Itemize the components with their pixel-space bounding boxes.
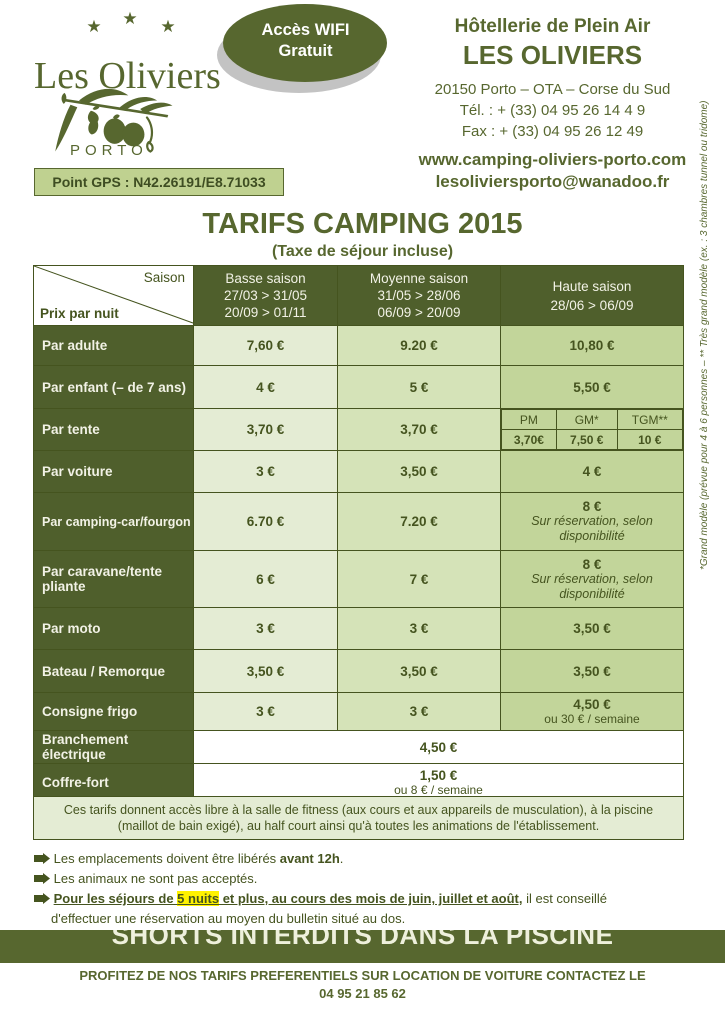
svg-text:PORTO: PORTO [70,142,148,159]
svg-text:★: ★ [122,9,137,28]
svg-text:★: ★ [160,17,175,36]
svg-text:Les Oliviers: Les Oliviers [34,55,221,97]
svg-text:★: ★ [86,17,101,36]
